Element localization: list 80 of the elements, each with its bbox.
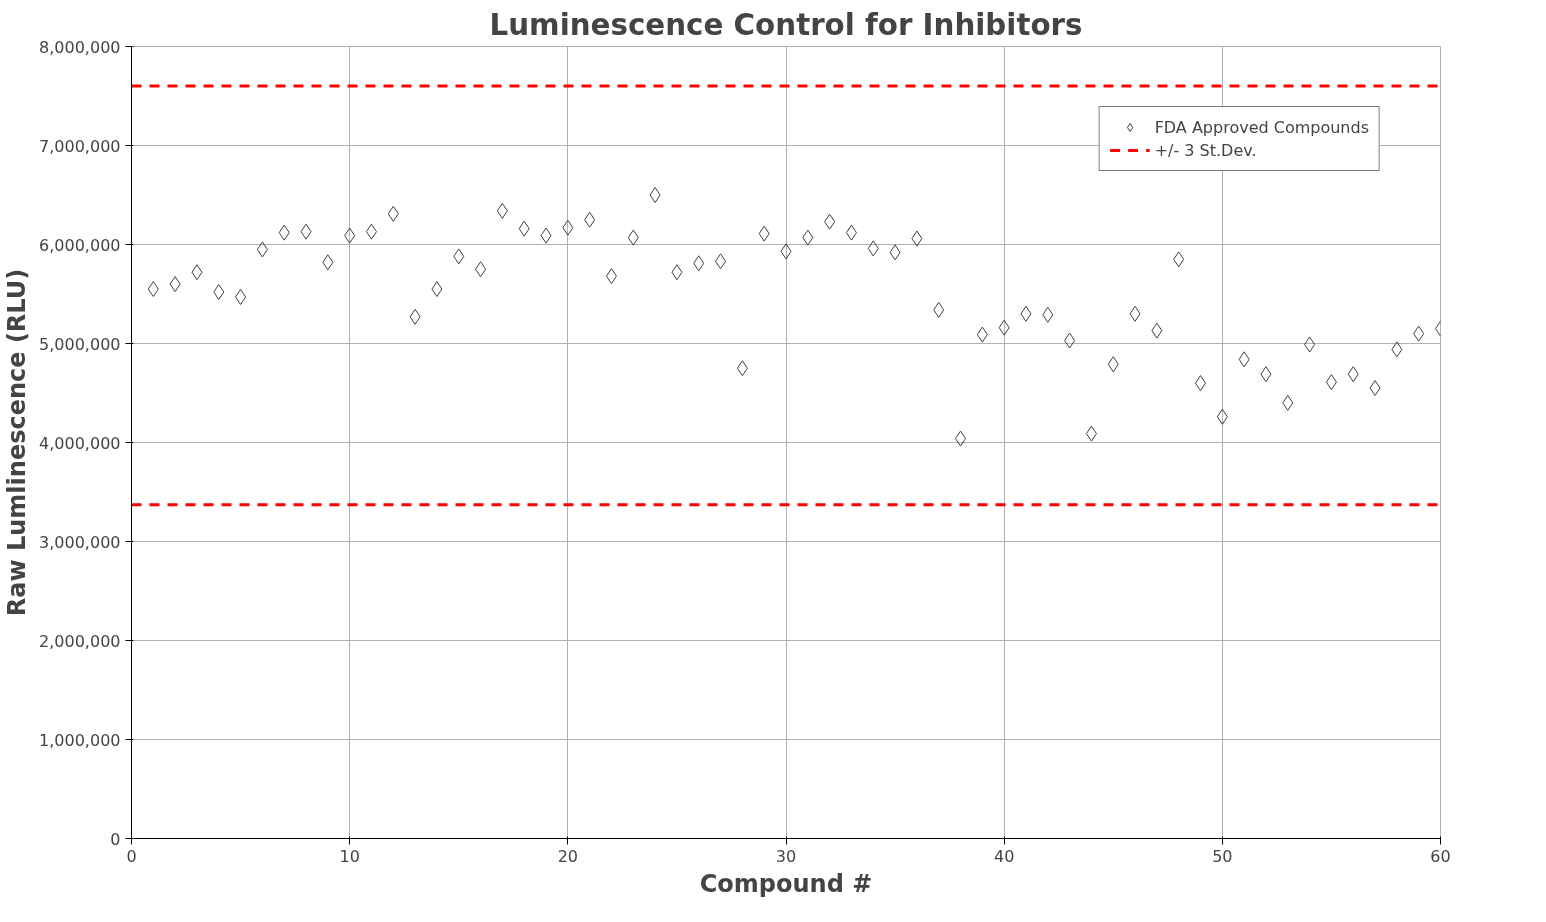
point [1413,325,1425,342]
point [1064,332,1076,349]
y-tick-label: 4,000,000 [39,433,121,453]
y-tick-label: 1,000,000 [39,730,121,750]
point [147,281,159,298]
point [1020,305,1032,322]
point [344,227,356,244]
point [780,243,792,260]
point [1216,408,1228,425]
point [1195,375,1207,392]
x-tick-label: 50 [1212,846,1233,866]
point [235,288,247,305]
point [889,244,901,261]
point [409,308,421,325]
point [1391,341,1403,358]
point [169,276,181,293]
point [1129,305,1141,322]
point [802,229,814,246]
y-tick-label: 5,000,000 [39,334,121,354]
point [278,224,290,241]
point [1325,374,1337,391]
point [365,223,377,240]
point [976,326,988,343]
point [955,430,967,447]
legend-label: FDA Approved Compounds [1154,117,1369,137]
point [824,213,836,230]
point [213,284,225,301]
point [496,202,508,219]
point [518,220,530,237]
point [627,229,639,246]
point [1260,366,1272,383]
x-axis-title: Compound # [699,869,873,898]
point [845,224,857,241]
point [1173,251,1185,268]
point [758,225,770,242]
x-tick-label: 60 [1430,846,1451,866]
y-axis-title: Raw Lumlinescence (RLU) [3,268,32,617]
point [1347,366,1359,383]
x-tick-label: 40 [993,846,1015,866]
point [322,254,334,271]
point [300,223,312,240]
x-tick-label: 30 [775,846,797,866]
y-tick-label: 2,000,000 [39,631,121,651]
point [191,264,203,281]
point [540,227,552,244]
y-tick-label: 8,000,000 [39,37,121,57]
point [584,211,596,228]
point [1369,380,1381,397]
point [431,281,443,298]
x-tick-label: 0 [126,846,137,866]
point [475,261,487,278]
point [1042,306,1054,323]
x-tick-label: 10 [339,846,360,866]
point [671,264,683,281]
point [649,187,661,203]
point [562,219,574,236]
point [933,301,945,318]
point [1304,336,1316,353]
y-tick-label: 6,000,000 [39,235,121,255]
point [1107,356,1119,373]
chart-title: Luminescence Control for Inhibitors [489,7,1083,42]
point [256,241,268,258]
y-tick-label: 7,000,000 [39,136,121,156]
point [1238,351,1250,368]
point [453,248,465,265]
point [1282,394,1294,411]
point [387,205,399,222]
point [1151,322,1163,339]
point [998,319,1010,336]
point [1085,425,1097,442]
point [736,360,748,377]
point [605,268,617,285]
y-tick-label: 3,000,000 [39,532,121,552]
x-tick-label: 20 [557,846,579,866]
legend-label: +/- 3 St.Dev. [1154,140,1257,160]
point [911,230,923,247]
y-tick-label: 0 [110,829,121,849]
point [693,255,705,272]
point [867,240,879,257]
point [715,253,727,270]
